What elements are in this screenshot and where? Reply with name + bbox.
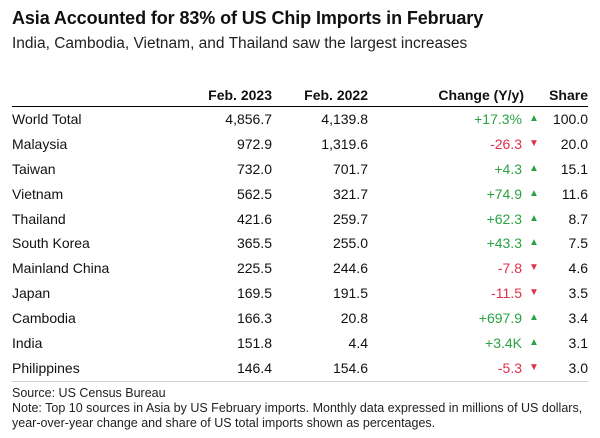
value-feb-2023: 169.5 (236, 285, 272, 302)
value-change: +697.9 (478, 310, 522, 327)
down-arrow-icon: ▼ (529, 262, 539, 274)
value-feb-2022: 321.7 (332, 185, 368, 202)
value-feb-2022: 701.7 (332, 160, 368, 177)
value-feb-2023: 972.9 (236, 135, 272, 152)
value-feb-2022: 255.0 (332, 235, 368, 252)
value-share: 15.1 (560, 160, 588, 177)
row-label: Malaysia (12, 135, 68, 152)
value-feb-2022: 4,139.8 (321, 111, 368, 127)
column-header-share: Share (549, 87, 588, 103)
value-share: 11.6 (561, 185, 588, 202)
value-change: +17.3% (474, 111, 522, 127)
up-arrow-icon: ▲ (529, 162, 539, 174)
chart-title: Asia Accounted for 83% of US Chip Import… (12, 8, 484, 28)
value-share: 3.4 (568, 310, 588, 327)
value-feb-2022: 1,319.6 (321, 135, 368, 152)
value-feb-2022: 4.4 (348, 335, 368, 352)
row-label: Cambodia (12, 310, 76, 327)
chart-subtitle: India, Cambodia, Vietnam, and Thailand s… (12, 35, 468, 52)
down-arrow-icon: ▼ (529, 287, 539, 299)
value-feb-2023: 421.6 (236, 210, 272, 227)
table-row: Vietnam 562.5 321.7 +74.9 ▲ 11.6 (12, 182, 588, 207)
column-header-change: Change (Y/y) (438, 87, 524, 103)
up-arrow-icon: ▲ (529, 212, 539, 224)
value-feb-2023: 225.5 (236, 260, 272, 277)
value-change: +62.3 (486, 210, 522, 227)
value-change: -26.3 (490, 135, 522, 152)
row-label: Philippines (12, 359, 80, 376)
value-change: +74.9 (486, 185, 522, 202)
row-label: India (12, 335, 43, 352)
value-change: -7.8 (497, 260, 522, 277)
source-note: Source: US Census Bureau (12, 386, 166, 400)
value-feb-2022: 259.7 (332, 210, 368, 227)
value-feb-2022: 154.6 (332, 359, 368, 376)
value-share: 100.0 (552, 111, 588, 127)
row-label: Mainland China (12, 260, 110, 277)
table-row: World Total 4,856.7 4,139.8 +17.3% ▲ 100.0 (12, 107, 588, 132)
row-label: Vietnam (12, 185, 64, 202)
down-arrow-icon: ▼ (529, 137, 539, 149)
value-share: 3.5 (568, 285, 588, 302)
value-feb-2023: 732.0 (236, 160, 272, 177)
up-arrow-icon: ▲ (529, 337, 539, 349)
table-row: Malaysia 972.9 1,319.6 -26.3 ▼ 20.0 (12, 132, 588, 157)
value-share: 3.0 (568, 359, 588, 376)
up-arrow-icon: ▲ (529, 312, 539, 324)
value-feb-2022: 20.8 (340, 310, 368, 327)
value-share: 4.6 (568, 260, 588, 277)
row-label: Japan (12, 285, 51, 302)
table-row: Japan 169.5 191.5 -11.5 ▼ 3.5 (12, 281, 588, 306)
header-divider (12, 106, 588, 107)
value-share: 20.0 (560, 135, 588, 152)
column-header-feb-2022: Feb. 2022 (304, 87, 368, 103)
up-arrow-icon: ▲ (529, 237, 539, 249)
value-change: -11.5 (491, 285, 522, 302)
table-row: Thailand 421.6 259.7 +62.3 ▲ 8.7 (12, 207, 588, 232)
table-row: Taiwan 732.0 701.7 +4.3 ▲ 15.1 (12, 157, 588, 182)
row-label: South Korea (12, 235, 90, 252)
value-feb-2023: 562.5 (236, 185, 272, 202)
table-row: Mainland China 225.5 244.6 -7.8 ▼ 4.6 (12, 256, 588, 281)
value-change: +43.3 (486, 235, 522, 252)
value-share: 3.1 (568, 335, 588, 352)
table-row: Cambodia 166.3 20.8 +697.9 ▲ 3.4 (12, 306, 588, 331)
table-header: Feb. 2023 Feb. 2022 Change (Y/y) Share (12, 85, 588, 105)
footer-divider (12, 381, 588, 382)
up-arrow-icon: ▲ (529, 187, 539, 199)
value-feb-2023: 146.4 (236, 359, 272, 376)
value-share: 7.5 (568, 235, 588, 252)
row-label: Taiwan (12, 160, 56, 177)
value-share: 8.7 (568, 210, 588, 227)
value-feb-2023: 151.8 (236, 335, 272, 352)
value-change: -5.3 (497, 359, 522, 376)
table-row: India 151.8 4.4 +3.4K ▲ 3.1 (12, 331, 588, 356)
value-feb-2022: 191.5 (332, 285, 368, 302)
down-arrow-icon: ▼ (529, 361, 539, 373)
value-feb-2022: 244.6 (332, 260, 368, 277)
value-change: +4.3 (494, 160, 522, 177)
value-feb-2023: 4,856.7 (225, 111, 272, 127)
table-row: Philippines 146.4 154.6 -5.3 ▼ 3.0 (12, 356, 588, 381)
footnote: Note: Top 10 sources in Asia by US Febru… (12, 401, 583, 430)
column-header-feb-2023: Feb. 2023 (208, 87, 272, 103)
value-feb-2023: 166.3 (236, 310, 272, 327)
row-label: Thailand (12, 210, 66, 227)
table-row: South Korea 365.5 255.0 +43.3 ▲ 7.5 (12, 231, 588, 256)
up-arrow-icon: ▲ (529, 113, 539, 124)
table-body: World Total 4,856.7 4,139.8 +17.3% ▲ 100.0 Mal… (12, 107, 588, 381)
row-label: World Total (12, 111, 82, 127)
value-feb-2023: 365.5 (236, 235, 272, 252)
value-change: +3.4K (485, 335, 522, 352)
